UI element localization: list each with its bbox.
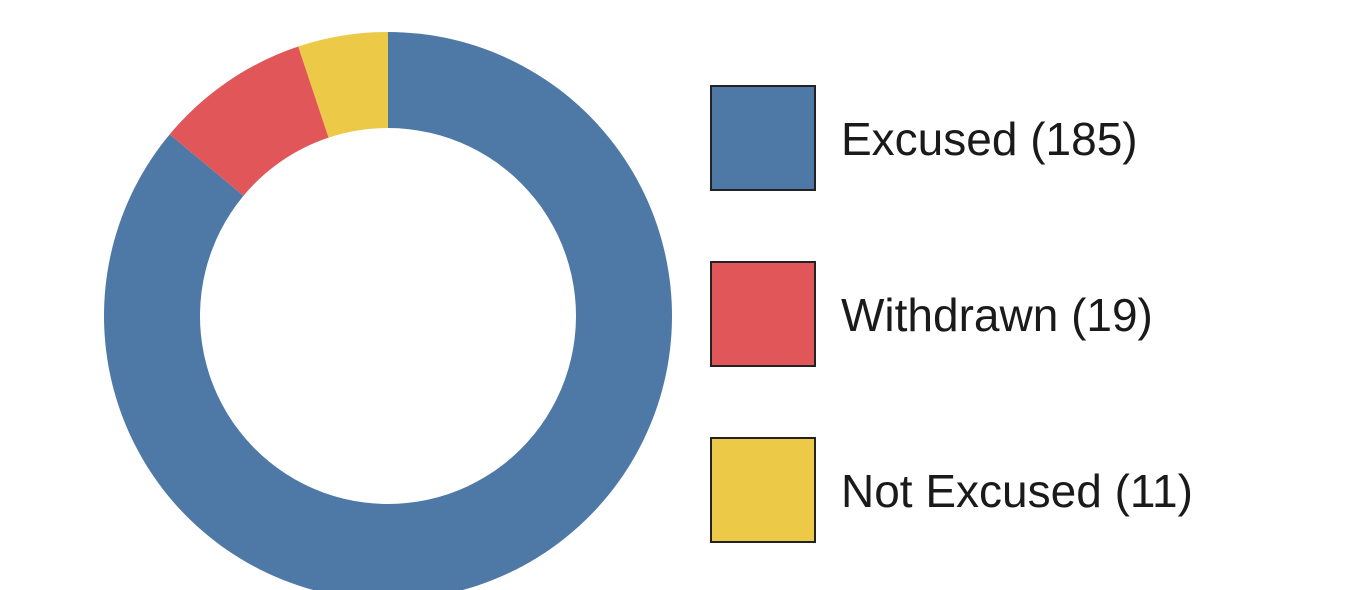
legend-label-withdrawn: Withdrawn (19): [841, 289, 1153, 341]
legend-swatch-excused: [710, 85, 816, 191]
legend-label-excused: Excused (185): [841, 113, 1138, 165]
legend-swatch-not-excused: [710, 437, 816, 543]
legend-item-not-excused: Not Excused (11): [710, 437, 1193, 543]
chart-legend: Excused (185) Withdrawn (19) Not Excused…: [710, 85, 1193, 543]
legend-swatch-withdrawn: [710, 261, 816, 367]
donut-slice-not-excused: [298, 32, 388, 138]
donut-slices: [104, 32, 672, 590]
donut-slice-excused: [104, 32, 672, 590]
donut-slice-withdrawn: [169, 46, 329, 196]
legend-item-excused: Excused (185): [710, 85, 1138, 191]
legend-label-not-excused: Not Excused (11): [841, 465, 1193, 517]
legend-item-withdrawn: Withdrawn (19): [710, 261, 1153, 367]
